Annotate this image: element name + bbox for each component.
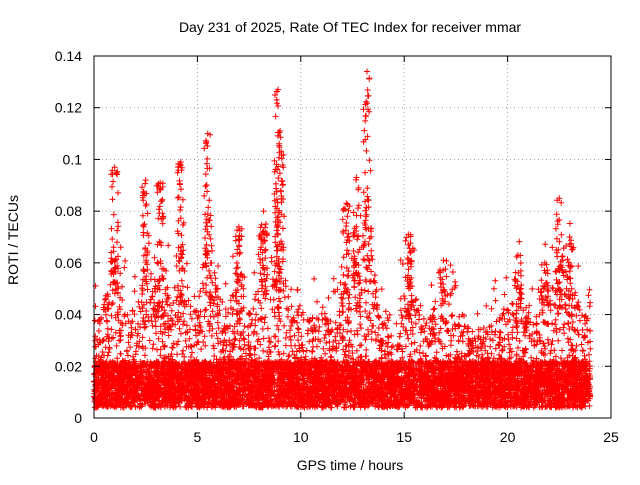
x-tick-label: 20 — [500, 429, 516, 445]
x-tick-label: 5 — [194, 429, 202, 445]
ticks-layer: 0 5 10 15 20 25 0 0.02 0.04 0.06 0.08 0.1 0.12 0.14 — [55, 48, 619, 445]
y-tick-label: 0.08 — [55, 203, 82, 219]
y-tick-label: 0.06 — [55, 255, 82, 271]
y-tick-label: 0.1 — [63, 151, 83, 167]
x-tick-label: 0 — [90, 429, 98, 445]
y-tick-label: 0 — [74, 410, 82, 426]
x-tick-label: 15 — [396, 429, 412, 445]
x-tick-label: 10 — [293, 429, 309, 445]
plot-frame — [93, 55, 612, 419]
points-layer — [91, 68, 594, 411]
x-tick-label: 25 — [603, 429, 619, 445]
y-tick-label: 0.14 — [55, 48, 82, 64]
x-axis-label: GPS time / hours — [297, 457, 404, 473]
y-tick-label: 0.04 — [55, 307, 82, 323]
chart-title: Day 231 of 2025, Rate Of TEC Index for r… — [179, 19, 521, 35]
grid-layer — [94, 56, 611, 418]
y-tick-label: 0.12 — [55, 100, 82, 116]
y-axis-label: ROTI / TECUs — [5, 195, 21, 285]
roti-scatter-points — [91, 68, 594, 411]
y-tick-label: 0.02 — [55, 358, 82, 374]
